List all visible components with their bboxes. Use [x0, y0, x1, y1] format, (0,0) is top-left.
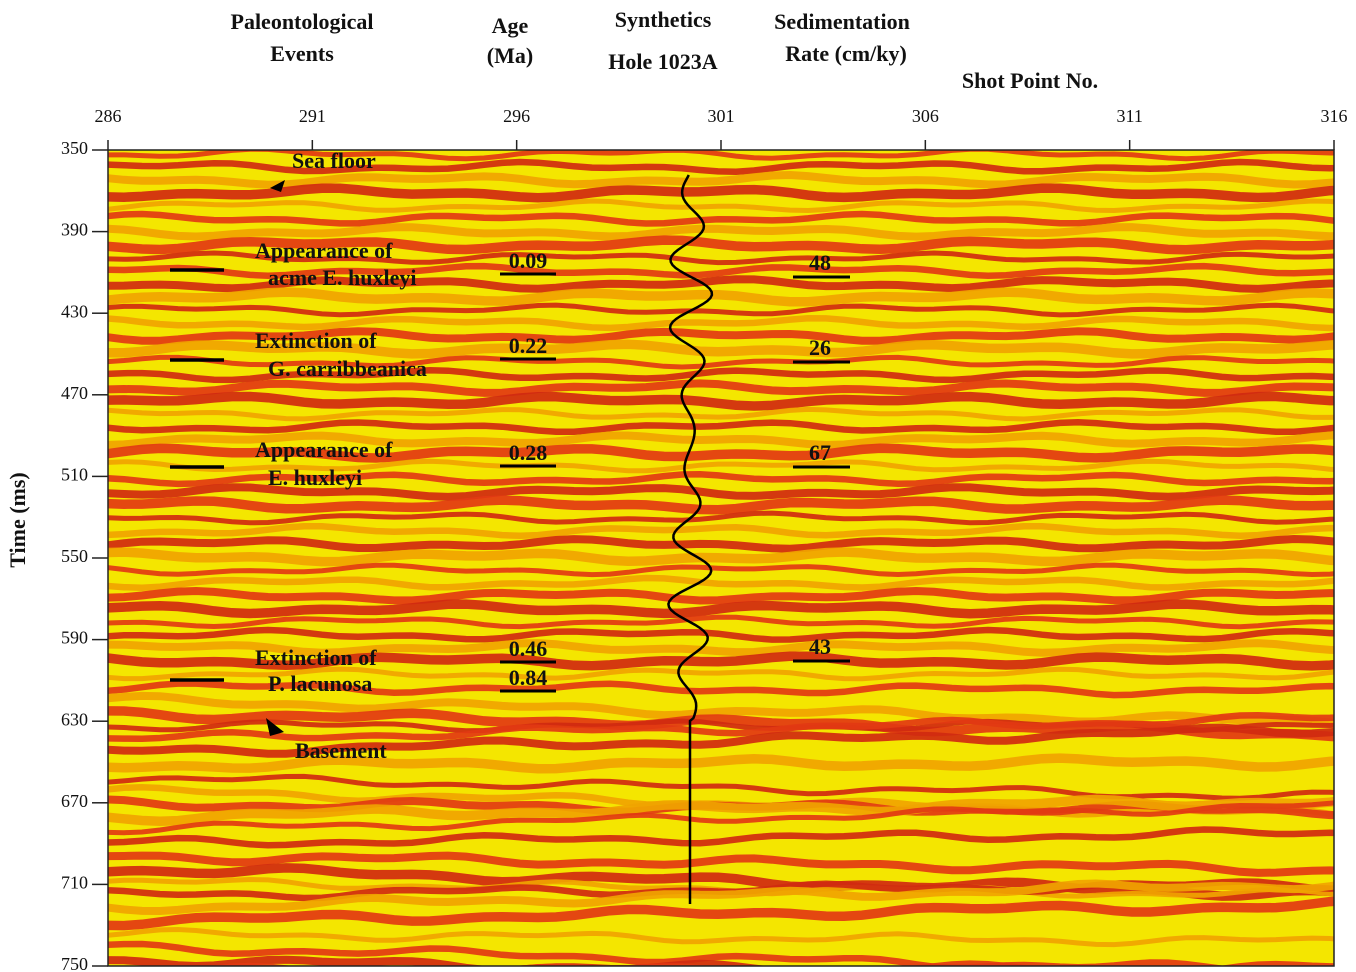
column-header: Events — [270, 41, 334, 66]
x-axis-label: Shot Point No. — [962, 68, 1098, 93]
column-header: Sedimentation — [774, 9, 910, 34]
y-tick-label: 510 — [61, 465, 88, 485]
event-name: P. lacunosa — [268, 671, 372, 696]
x-tick-label: 291 — [299, 106, 326, 126]
y-tick-label: 590 — [61, 628, 88, 648]
event-name: Appearance of — [255, 238, 393, 263]
column-header: Hole 1023A — [608, 49, 717, 74]
event-name: Extinction of — [255, 328, 377, 353]
event-age: 0.28 — [509, 440, 548, 465]
y-tick-label: 350 — [61, 138, 88, 158]
column-header: (Ma) — [487, 43, 533, 68]
x-tick-label: 316 — [1321, 106, 1348, 126]
event-rate: 48 — [809, 250, 831, 275]
event-name: Appearance of — [255, 437, 393, 462]
x-tick-label: 296 — [503, 106, 530, 126]
y-axis-label: Time (ms) — [5, 472, 30, 568]
y-tick-label: 750 — [61, 954, 88, 972]
annotation: Sea floor — [292, 148, 376, 173]
event-name: acme E. huxleyi — [268, 265, 417, 290]
y-tick-label: 550 — [61, 546, 88, 566]
y-tick-label: 470 — [61, 383, 88, 403]
y-tick-label: 390 — [61, 220, 88, 240]
event-rate: 67 — [809, 440, 831, 465]
event-name: Extinction of — [255, 645, 377, 670]
event-age: 0.09 — [509, 248, 548, 273]
y-tick-label: 430 — [61, 301, 88, 321]
event-rate: 26 — [809, 335, 831, 360]
annotation: Basement — [295, 738, 387, 763]
event-rate: 43 — [809, 634, 831, 659]
event-age: 0.46 — [509, 636, 548, 661]
y-tick-label: 670 — [61, 791, 88, 811]
event-name: E. huxleyi — [268, 465, 362, 490]
column-header: Rate (cm/ky) — [785, 41, 907, 66]
event-age: 0.22 — [509, 333, 548, 358]
column-header: Paleontological — [231, 9, 374, 34]
x-tick-label: 301 — [708, 106, 735, 126]
x-tick-label: 311 — [1116, 106, 1142, 126]
event-name: G. carribbeanica — [268, 356, 427, 381]
figure: Paleontological Events Age (Ma) Syntheti… — [0, 0, 1356, 972]
event-age: 0.84 — [509, 665, 548, 690]
column-header: Synthetics — [615, 7, 712, 32]
y-tick-label: 630 — [61, 709, 88, 729]
x-tick-label: 306 — [912, 106, 939, 126]
column-header: Age — [492, 13, 529, 38]
y-tick-label: 710 — [61, 873, 88, 893]
x-tick-label: 286 — [95, 106, 122, 126]
